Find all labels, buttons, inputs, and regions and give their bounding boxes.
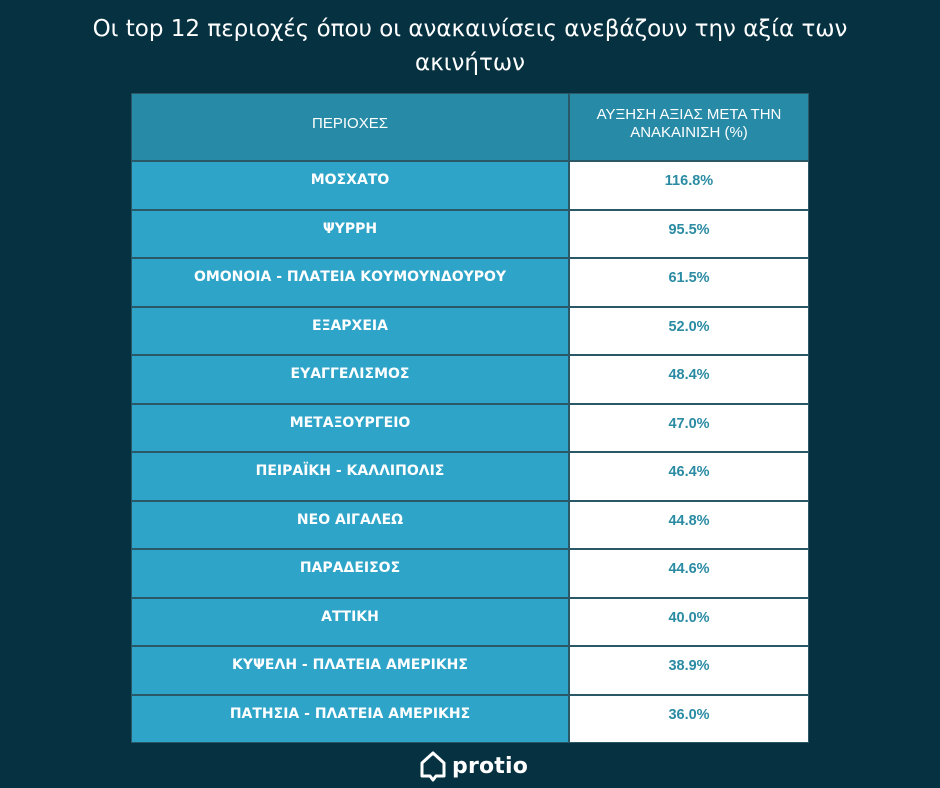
table-row: ΠΕΙΡΑΪΚΗ - ΚΑΛΛΙΠΟΛΙΣ 46.4% bbox=[131, 452, 809, 501]
area-cell: ΕΞΑΡΧΕΙΑ bbox=[131, 306, 569, 355]
increase-cell: 38.9% bbox=[569, 646, 809, 695]
increase-cell: 36.0% bbox=[569, 694, 809, 743]
table-row: ΕΞΑΡΧΕΙΑ 52.0% bbox=[131, 306, 809, 355]
table-row: ΝΕΟ ΑΙΓΑΛΕΩ 44.8% bbox=[131, 500, 809, 549]
header-increase: ΑΥΞΗΣΗ ΑΞΙΑΣ ΜΕΤΑ ΤΗΝ ΑΝΑΚΑΙΝΙΣΗ (%) bbox=[569, 93, 809, 161]
area-cell: ΠΑΡΑΔΕΙΣΟΣ bbox=[131, 549, 569, 598]
area-cell: ΕΥΑΓΓΕΛΙΣΜΟΣ bbox=[131, 355, 569, 404]
table-row: ΠΑΡΑΔΕΙΣΟΣ 44.6% bbox=[131, 549, 809, 598]
chart-title: Οι top 12 περιοχές όπου οι ανακαινίσεις … bbox=[40, 12, 900, 80]
increase-cell: 52.0% bbox=[569, 306, 809, 355]
table-row: ΜΟΣΧΑΤΟ 116.8% bbox=[131, 161, 809, 210]
increase-cell: 95.5% bbox=[569, 209, 809, 258]
table-row: ΕΥΑΓΓΕΛΙΣΜΟΣ 48.4% bbox=[131, 355, 809, 404]
brand-name: protio bbox=[452, 753, 529, 779]
chart-title-line-1: Οι top 12 περιοχές όπου οι ανακαινίσεις … bbox=[92, 16, 848, 42]
area-cell: ΠΑΤΗΣΙΑ - ΠΛΑΤΕΙΑ ΑΜΕΡΙΚΗΣ bbox=[131, 694, 569, 743]
area-cell: ΜΟΣΧΑΤΟ bbox=[131, 161, 569, 210]
area-cell: ΟΜΟΝΟΙΑ - ΠΛΑΤΕΙΑ ΚΟΥΜΟΥΝΔΟΥΡΟΥ bbox=[131, 258, 569, 307]
table-row: ΜΕΤΑΞΟΥΡΓΕΙΟ 47.0% bbox=[131, 403, 809, 452]
area-cell: ΠΕΙΡΑΪΚΗ - ΚΑΛΛΙΠΟΛΙΣ bbox=[131, 452, 569, 501]
increase-cell: 48.4% bbox=[569, 355, 809, 404]
area-cell: ΜΕΤΑΞΟΥΡΓΕΙΟ bbox=[131, 403, 569, 452]
area-cell: ΚΥΨΕΛΗ - ΠΛΑΤΕΙΑ ΑΜΕΡΙΚΗΣ bbox=[131, 646, 569, 695]
house-icon bbox=[420, 751, 446, 782]
table-row: ΠΑΤΗΣΙΑ - ΠΛΑΤΕΙΑ ΑΜΕΡΙΚΗΣ 36.0% bbox=[131, 694, 809, 743]
table-row: ΨΥΡΡΗ 95.5% bbox=[131, 209, 809, 258]
table-row: ΚΥΨΕΛΗ - ΠΛΑΤΕΙΑ ΑΜΕΡΙΚΗΣ 38.9% bbox=[131, 646, 809, 695]
header-area: ΠΕΡΙΟΧΕΣ bbox=[131, 93, 569, 161]
area-cell: ΨΥΡΡΗ bbox=[131, 209, 569, 258]
increase-cell: 40.0% bbox=[569, 597, 809, 646]
increase-cell: 116.8% bbox=[569, 161, 809, 210]
increase-cell: 44.8% bbox=[569, 500, 809, 549]
table-row: ΑΤΤΙΚΗ 40.0% bbox=[131, 597, 809, 646]
increase-cell: 46.4% bbox=[569, 452, 809, 501]
area-cell: ΑΤΤΙΚΗ bbox=[131, 597, 569, 646]
increase-cell: 61.5% bbox=[569, 258, 809, 307]
area-cell: ΝΕΟ ΑΙΓΑΛΕΩ bbox=[131, 500, 569, 549]
chart-title-line-2: ακινήτων bbox=[415, 50, 525, 76]
table-header-row: ΠΕΡΙΟΧΕΣ ΑΥΞΗΣΗ ΑΞΙΑΣ ΜΕΤΑ ΤΗΝ ΑΝΑΚΑΙΝΙΣ… bbox=[131, 93, 809, 161]
ranking-table: ΠΕΡΙΟΧΕΣ ΑΥΞΗΣΗ ΑΞΙΑΣ ΜΕΤΑ ΤΗΝ ΑΝΑΚΑΙΝΙΣ… bbox=[131, 93, 809, 743]
increase-cell: 47.0% bbox=[569, 403, 809, 452]
increase-cell: 44.6% bbox=[569, 549, 809, 598]
brand-logo: protio bbox=[419, 748, 528, 784]
table-row: ΟΜΟΝΟΙΑ - ΠΛΑΤΕΙΑ ΚΟΥΜΟΥΝΔΟΥΡΟΥ 61.5% bbox=[131, 258, 809, 307]
table-body: ΜΟΣΧΑΤΟ 116.8% ΨΥΡΡΗ 95.5% ΟΜΟΝΟΙΑ - ΠΛΑΤΕΙΑ… bbox=[131, 161, 809, 743]
